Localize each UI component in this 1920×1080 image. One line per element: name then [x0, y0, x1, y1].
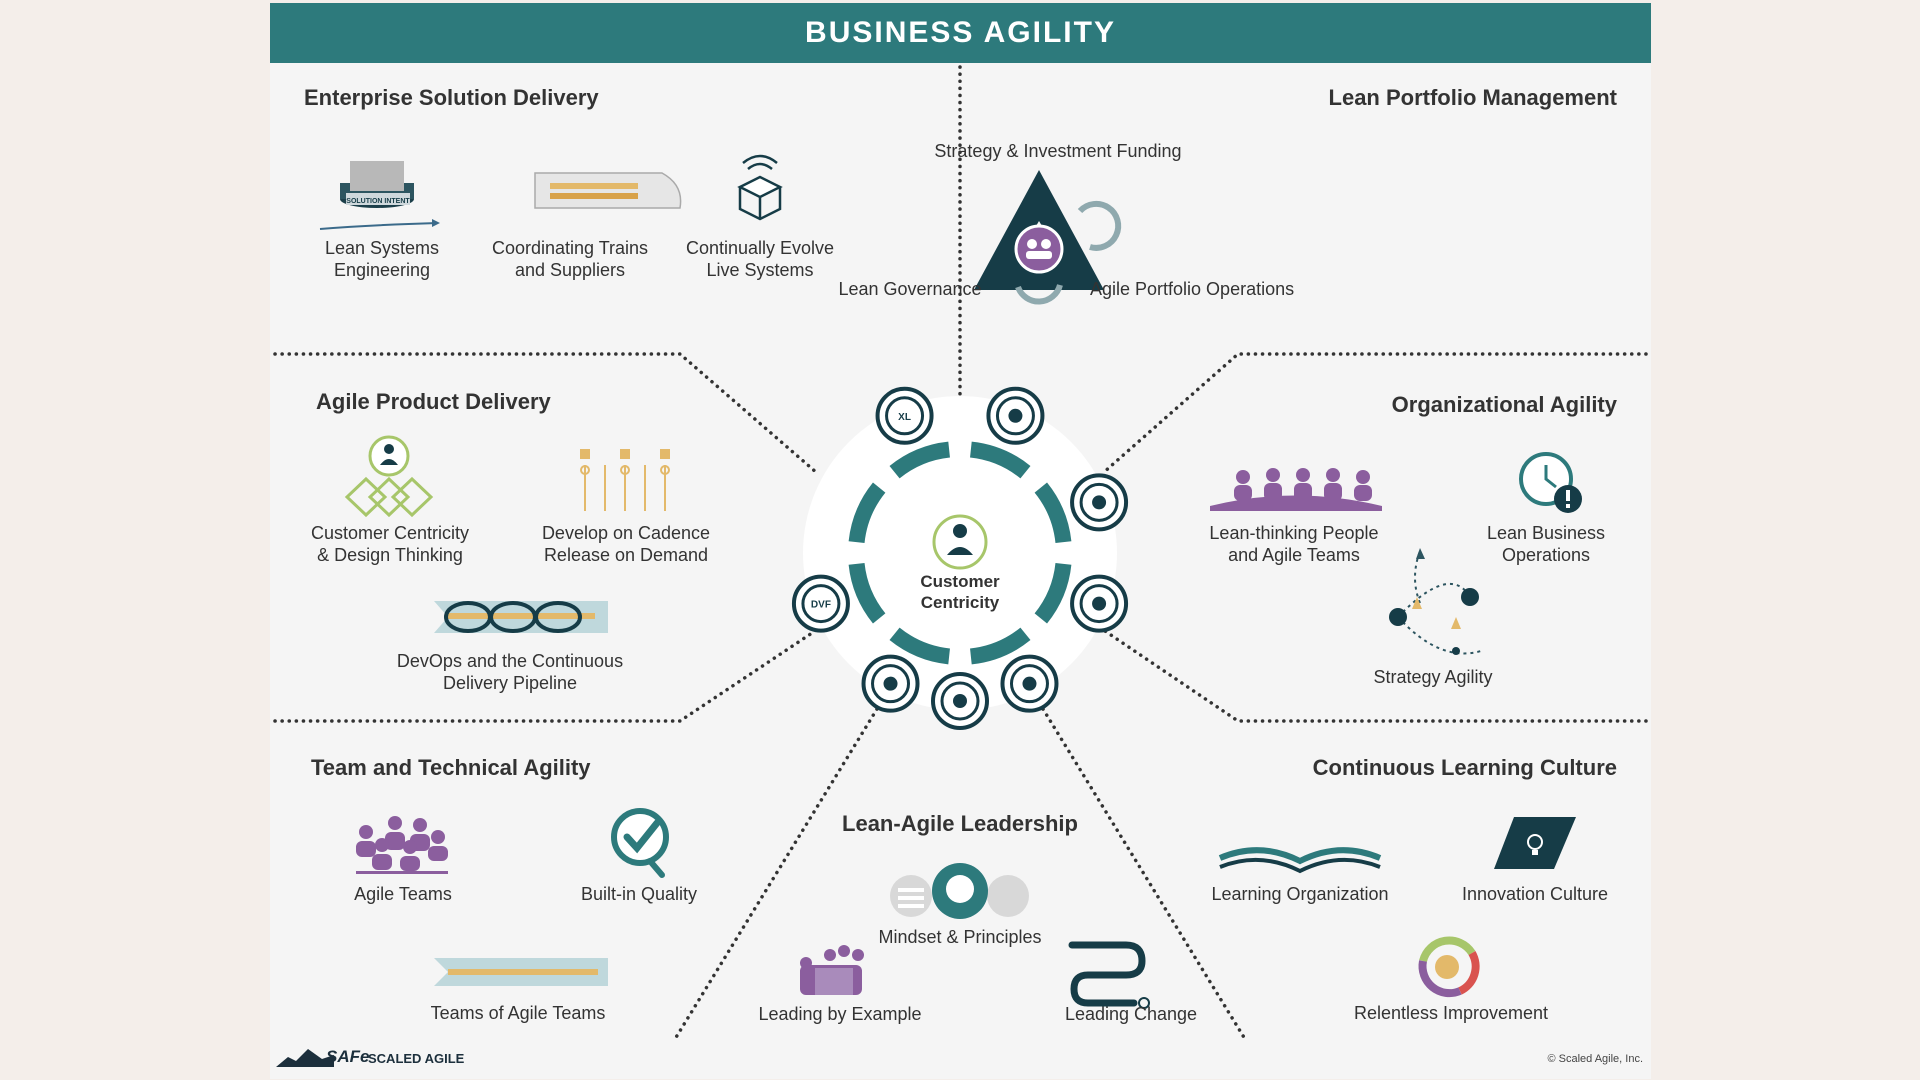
label-coordinating-trains: Coordinating Trains and Suppliers	[491, 238, 649, 280]
label-develop-on-cadence: Develop on Cadence Release on Demand	[541, 523, 711, 565]
section-title-agile-product-delivery: Agile Product Delivery	[316, 389, 551, 414]
section-dividers	[273, 65, 1648, 1041]
section-title-lean-portfolio-management: Lean Portfolio Management	[1328, 85, 1617, 110]
section-title-continuous-learning-culture: Continuous Learning Culture	[1312, 755, 1617, 780]
label-strategy-investment-funding: Strategy & Investment Funding	[934, 141, 1182, 161]
label-lean-thinking-people: Lean-thinking People and Agile Teams	[1209, 523, 1379, 565]
relentless-improvement-icon	[1418, 936, 1480, 998]
portfolio-triangle-icon	[974, 170, 1122, 305]
section-title-lean-agile-leadership: Lean-Agile Leadership	[842, 811, 1078, 836]
divider-bottom-left	[673, 707, 879, 1041]
section-title-team-technical-agility: Team and Technical Agility	[311, 755, 591, 780]
label-devops-pipeline: DevOps and the Continuous Delivery Pipel…	[396, 651, 624, 693]
leading-change-icon	[1068, 941, 1150, 1009]
divider-left-upper	[273, 352, 819, 475]
lean-business-operations-icon	[1519, 452, 1582, 513]
scaled-agile-logo: SCALED AGILE	[368, 1051, 465, 1066]
ring-segment	[1034, 563, 1072, 624]
label-relentless-improvement: Relentless Improvement	[1353, 1003, 1549, 1023]
section-title-enterprise-solution-delivery: Enterprise Solution Delivery	[304, 85, 599, 110]
label-lean-business-operations: Lean Business Operations	[1486, 523, 1606, 565]
label-agile-teams: Agile Teams	[354, 884, 452, 904]
leadership-badge-icon	[1000, 654, 1059, 713]
business-agility-poster: BUSINESS AGILITY XL DVF	[270, 3, 1651, 1079]
leader-group-icon	[931, 672, 989, 730]
svg-text:XL: XL	[898, 412, 911, 423]
divider-right-upper	[1101, 352, 1648, 475]
label-leading-change: Leading Change	[1064, 1004, 1198, 1024]
label-strategy-agility: Strategy Agility	[1373, 667, 1493, 687]
learning-organization-icon	[1218, 847, 1382, 874]
leading-by-example-icon	[800, 945, 864, 995]
ring-segment	[848, 482, 886, 543]
label-mindset-principles: Mindset & Principles	[878, 927, 1042, 947]
customer-centricity-icon	[344, 435, 434, 518]
portfolio-team-icon	[986, 386, 1045, 445]
divider-right-lower	[1103, 629, 1648, 723]
lean-systems-engineering-icon: SOLUTION INTENT	[319, 161, 440, 230]
label-built-in-quality: Built-in Quality	[580, 884, 698, 904]
dvf-cube-icon: DVF	[791, 574, 850, 633]
label-continually-evolve: Continually Evolve Live Systems	[685, 238, 835, 280]
ring-segments	[848, 441, 1072, 665]
ring-segment	[848, 563, 886, 624]
label-learning-organization: Learning Organization	[1211, 884, 1389, 904]
copyright: © Scaled Agile, Inc.	[1547, 1053, 1643, 1065]
built-in-quality-icon	[611, 808, 669, 878]
strategy-agility-icon	[1389, 548, 1482, 655]
develop-on-cadence-icon	[580, 449, 670, 511]
xl-cube-icon: XL	[875, 386, 934, 445]
label-lean-systems-engineering: Lean Systems Engineering	[324, 238, 440, 280]
teams-of-agile-teams-icon	[434, 958, 608, 986]
agile-teams-icon	[356, 816, 448, 874]
coordinating-trains-icon	[534, 172, 682, 209]
ring-segment	[1034, 482, 1072, 543]
center-label: Customer Centricity	[920, 572, 1000, 612]
divider-bottom-right	[1041, 707, 1247, 1041]
diagram-artwork: XL DVF SOLUTION INTENT	[273, 65, 1648, 1041]
lean-thinking-people-icon	[1210, 468, 1382, 511]
solution-intent-text: SOLUTION INTENT	[346, 198, 410, 205]
safe-mountain-logo-icon	[276, 1049, 334, 1067]
live-systems-icon	[737, 154, 783, 221]
label-teams-of-agile-teams: Teams of Agile Teams	[430, 1003, 606, 1023]
ring-segment	[889, 441, 950, 479]
innovation-culture-icon	[1494, 817, 1576, 869]
label-innovation-culture: Innovation Culture	[1461, 884, 1609, 904]
section-title-organizational-agility: Organizational Agility	[1391, 392, 1617, 417]
ring-segment	[970, 627, 1031, 665]
safe-logo: SAFe	[326, 1047, 370, 1066]
ring-segment	[970, 441, 1031, 479]
label-lean-governance: Lean Governance	[838, 279, 982, 299]
customer-icon	[932, 514, 988, 570]
mindset-principles-icon	[890, 863, 1029, 919]
label-customer-centricity-design: Customer Centricity & Design Thinking	[310, 523, 470, 565]
page-title: BUSINESS AGILITY	[270, 3, 1651, 63]
devops-pipeline-icon	[434, 601, 608, 633]
ring-icons: XL DVF	[791, 386, 1129, 730]
label-leading-by-example: Leading by Example	[758, 1004, 922, 1024]
label-agile-portfolio-operations: Agile Portfolio Operations	[1090, 279, 1295, 299]
teams-network-icon	[1070, 574, 1129, 633]
svg-text:DVF: DVF	[811, 600, 831, 611]
value-stream-icon	[1070, 473, 1129, 532]
divider-left-lower	[273, 629, 817, 723]
ring-segment	[889, 627, 950, 665]
center-hub	[803, 396, 1117, 710]
gear-team-icon	[861, 654, 920, 713]
